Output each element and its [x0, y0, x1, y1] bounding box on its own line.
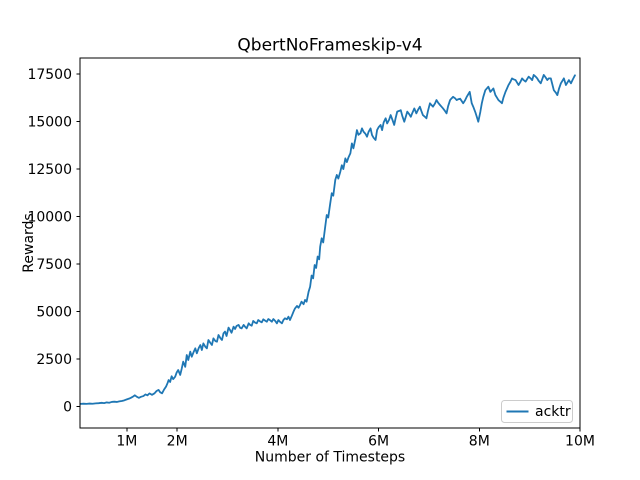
x-tick-label: 8M	[469, 434, 490, 450]
y-tick-label: 2500	[36, 352, 72, 368]
y-tick-label: 7500	[36, 257, 72, 273]
y-axis-ticks: 0 2500 5000 7500 10000 12500 15000 17500	[27, 67, 80, 416]
y-tick-label: 15000	[27, 115, 72, 131]
legend-label-acktr: acktr	[535, 404, 571, 420]
legend: acktr	[501, 400, 573, 423]
x-tick-label: 10M	[565, 434, 595, 450]
legend-box	[501, 400, 573, 423]
y-tick-label: 12500	[27, 162, 72, 178]
y-axis-label: Rewards	[21, 213, 37, 272]
x-tick-label: 1M	[116, 434, 137, 450]
chart-title: QbertNoFrameskip-v4	[237, 36, 422, 56]
series-group	[79, 74, 576, 405]
plot-background	[80, 58, 580, 428]
x-axis-label: Number of Timesteps	[255, 450, 405, 466]
y-tick-label: 0	[63, 400, 72, 416]
x-tick-label: 4M	[267, 434, 288, 450]
plot-area-frame	[79, 57, 581, 429]
y-tick-label: 5000	[36, 305, 72, 321]
x-axis-ticks: 1M 2M 4M 6M 8M 10M	[116, 428, 595, 450]
y-tick-label: 17500	[27, 67, 72, 83]
acktr-series-line	[79, 74, 576, 405]
x-tick-label: 2M	[167, 434, 188, 450]
y-tick-label: 10000	[27, 210, 72, 226]
x-tick-label: 6M	[368, 434, 389, 450]
